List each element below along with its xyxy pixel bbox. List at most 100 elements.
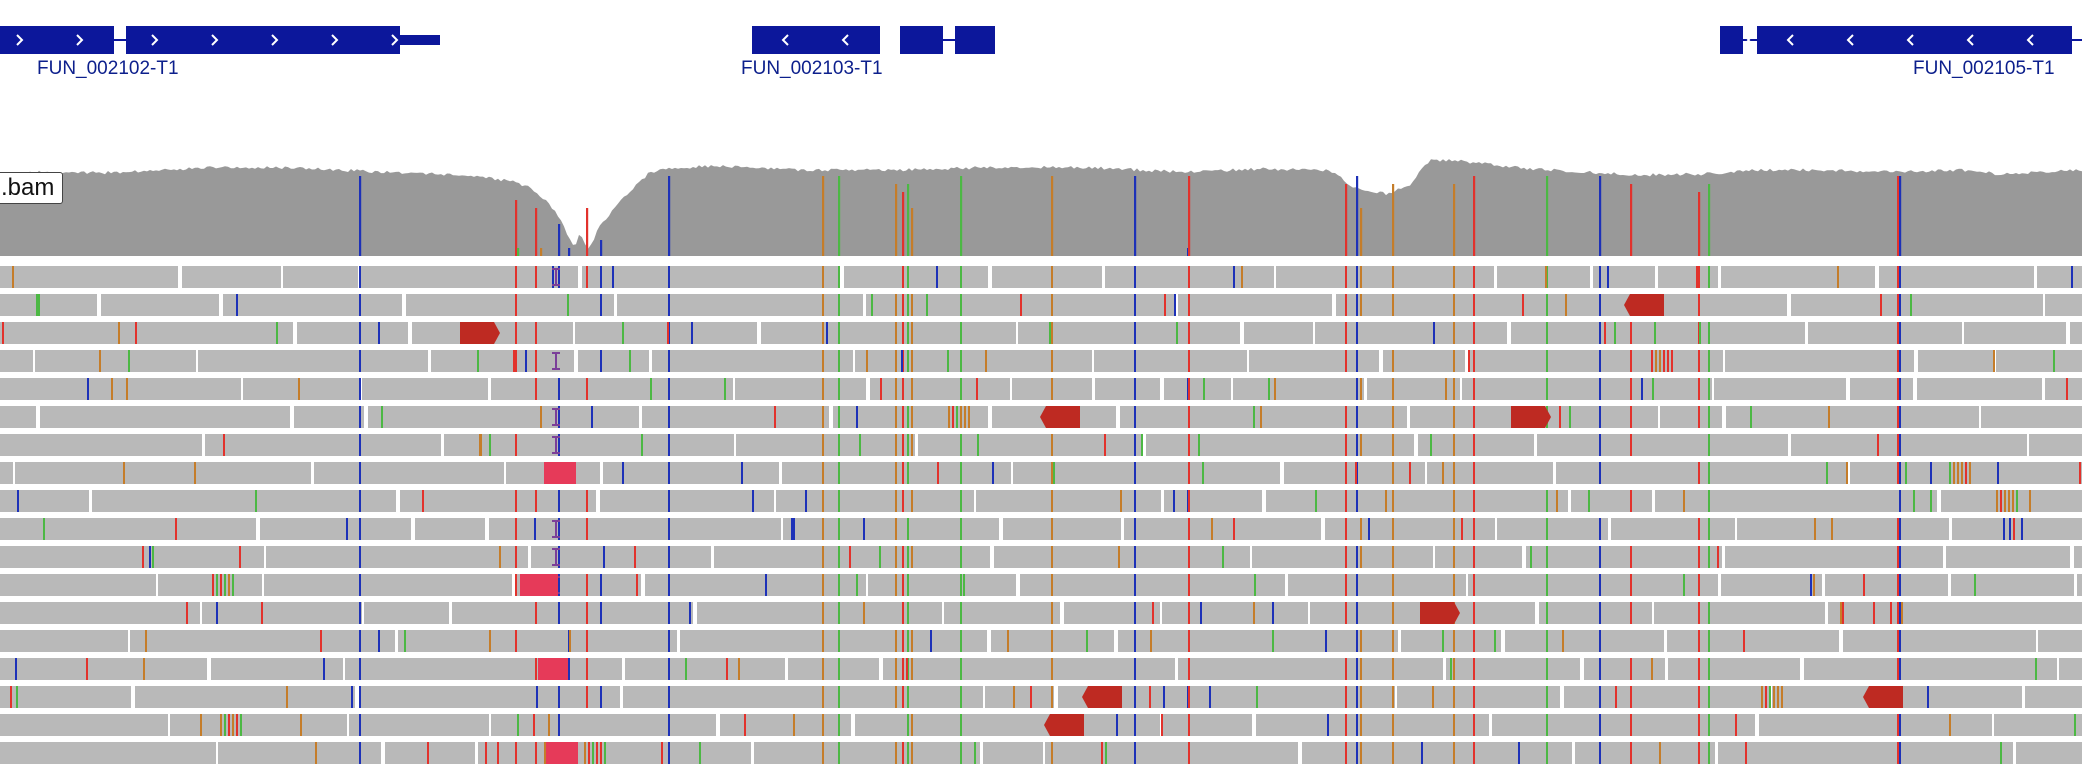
read-mismatch <box>1188 546 1190 568</box>
gene-label-fun-002102[interactable]: FUN_002102-T1 <box>37 58 179 79</box>
read-mismatch <box>948 406 950 428</box>
gene-strand-arrow <box>781 34 789 46</box>
read-mismatch <box>968 406 970 428</box>
read-mismatch <box>1134 742 1136 764</box>
read-mismatch <box>822 602 824 624</box>
read <box>697 602 942 624</box>
read-mismatch <box>351 686 353 708</box>
read-mismatch <box>142 546 144 568</box>
read <box>714 546 990 568</box>
read <box>1249 350 1379 372</box>
read-mismatch <box>1897 546 1899 568</box>
read-mismatch <box>261 602 263 624</box>
read-mismatch <box>1473 602 1475 624</box>
read-mismatch <box>1599 602 1601 624</box>
read-mismatch <box>907 406 909 428</box>
read-mismatch <box>586 602 588 624</box>
read-mismatch <box>1530 546 1532 568</box>
read-mismatch <box>1708 546 1710 568</box>
read <box>720 714 851 736</box>
read-mismatch <box>535 602 537 624</box>
read <box>0 266 178 288</box>
read-mismatch <box>791 518 793 540</box>
read <box>603 462 779 484</box>
read-mismatch <box>1256 686 1258 708</box>
read-mismatch <box>1134 406 1136 428</box>
read-mismatch <box>1699 322 1701 344</box>
read-mismatch <box>1188 602 1190 624</box>
read-mismatch <box>907 294 909 316</box>
read-mismatch <box>1164 294 1166 316</box>
read-mismatch <box>1899 714 1901 736</box>
read-mismatch <box>1392 686 1394 708</box>
read-mismatch <box>1345 686 1347 708</box>
read <box>1505 630 1664 652</box>
coverage-variant-bar <box>586 208 589 256</box>
read-mismatch <box>1897 658 1899 680</box>
read-mismatch <box>1698 574 1700 596</box>
read <box>314 462 504 484</box>
track-name-label[interactable]: .bam <box>0 172 64 204</box>
read-mismatch <box>1345 434 1347 456</box>
read-mismatch <box>1202 462 1204 484</box>
read <box>1994 714 2082 736</box>
read-mismatch <box>1863 574 1865 596</box>
read <box>406 294 614 316</box>
read-mismatch <box>126 378 128 400</box>
coverage-track[interactable] <box>0 159 2082 256</box>
read <box>652 350 853 372</box>
read-mismatch <box>1453 546 1455 568</box>
read-mismatch <box>1765 686 1767 708</box>
read-mismatch <box>907 574 909 596</box>
read-mismatch <box>2016 490 2018 512</box>
read <box>1879 266 2034 288</box>
gene-strand-arrow <box>211 34 219 46</box>
read-mismatch <box>895 294 897 316</box>
read <box>0 406 36 428</box>
gene-label-fun-002105[interactable]: FUN_002105-T1 <box>1913 58 2055 79</box>
coverage-variant-bar <box>1546 176 1549 256</box>
read-mismatch <box>194 462 196 484</box>
read-mismatch <box>1433 322 1435 344</box>
read-mismatch <box>485 742 487 764</box>
read <box>1418 434 1534 456</box>
read-mismatch <box>838 294 840 316</box>
read-mismatch <box>902 294 904 316</box>
read-mismatch <box>1899 518 1901 540</box>
coverage-variant-bar <box>960 176 963 256</box>
read-mismatch <box>224 714 226 736</box>
read-mismatch <box>1717 546 1719 568</box>
read <box>1302 742 1572 764</box>
read-mismatch <box>838 630 840 652</box>
read-mismatch <box>359 630 361 652</box>
read-mismatch <box>1565 294 1567 316</box>
read-mismatch <box>586 518 588 540</box>
gene-label-fun-002103[interactable]: FUN_002103-T1 <box>741 58 883 79</box>
read <box>1401 630 1501 652</box>
read <box>1256 714 1489 736</box>
read-mismatch <box>1518 742 1520 764</box>
read-mismatch <box>895 490 897 512</box>
read-mismatch <box>1546 658 1548 680</box>
read-mismatch <box>1546 686 1548 708</box>
read-mismatch <box>236 714 238 736</box>
read-mismatch <box>1134 574 1136 596</box>
gene-strand-arrow <box>1966 34 1974 46</box>
gene-track[interactable] <box>0 26 2082 54</box>
read <box>1367 378 1460 400</box>
read <box>431 350 574 372</box>
reads-track[interactable] <box>0 266 2082 764</box>
read-mismatch <box>1698 294 1700 316</box>
read <box>736 434 915 456</box>
read <box>2074 546 2082 568</box>
read-mismatch <box>515 574 517 596</box>
read-mismatch <box>1708 686 1710 708</box>
read <box>1714 378 1846 400</box>
read <box>623 686 822 708</box>
read-mismatch <box>591 406 593 428</box>
read-mismatch <box>1086 630 1088 652</box>
read-mismatch <box>930 630 932 652</box>
read <box>1981 406 2082 428</box>
